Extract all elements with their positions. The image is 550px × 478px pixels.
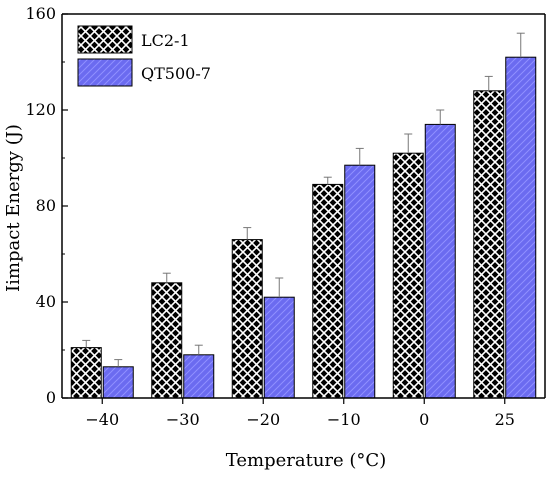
bar-LC2-1-5 bbox=[473, 90, 505, 399]
x-tick-label-2: −20 bbox=[246, 410, 280, 429]
bar-LC2-1-3 bbox=[312, 183, 344, 399]
y-tick-label-4: 160 bbox=[25, 4, 56, 23]
bar-LC2-1-1 bbox=[151, 282, 183, 399]
x-tick-label-1: −30 bbox=[166, 410, 200, 429]
bar-QT500-7-4 bbox=[424, 123, 456, 399]
bar-QT500-7-1 bbox=[183, 354, 215, 399]
bar-LC2-1-2 bbox=[231, 239, 263, 399]
bar-QT500-7-2 bbox=[263, 296, 295, 399]
bar-QT500-7-5 bbox=[505, 56, 537, 399]
bar-QT500-7-3 bbox=[344, 164, 376, 399]
bar-LC2-1-0 bbox=[70, 347, 102, 399]
x-tick-label-5: 25 bbox=[495, 410, 515, 429]
y-tick-label-2: 80 bbox=[36, 196, 56, 215]
x-tick-label-3: −10 bbox=[327, 410, 361, 429]
x-axis-title: Temperature (°C) bbox=[226, 450, 386, 471]
y-tick-label-3: 120 bbox=[25, 100, 56, 119]
y-axis-title: Iimpact Energy (J) bbox=[3, 124, 24, 292]
x-tick-label-0: −40 bbox=[85, 410, 119, 429]
legend-swatch-QT500-7 bbox=[77, 58, 133, 87]
x-tick-label-4: 0 bbox=[419, 410, 429, 429]
legend-label-QT500-7: QT500-7 bbox=[141, 64, 211, 83]
y-tick-label-1: 40 bbox=[36, 292, 56, 311]
legend-label-LC2-1: LC2-1 bbox=[141, 31, 190, 50]
bar-QT500-7-0 bbox=[102, 366, 134, 399]
bar-LC2-1-4 bbox=[392, 152, 424, 399]
legend-swatch-LC2-1 bbox=[77, 25, 133, 54]
y-tick-label-0: 0 bbox=[46, 388, 56, 407]
